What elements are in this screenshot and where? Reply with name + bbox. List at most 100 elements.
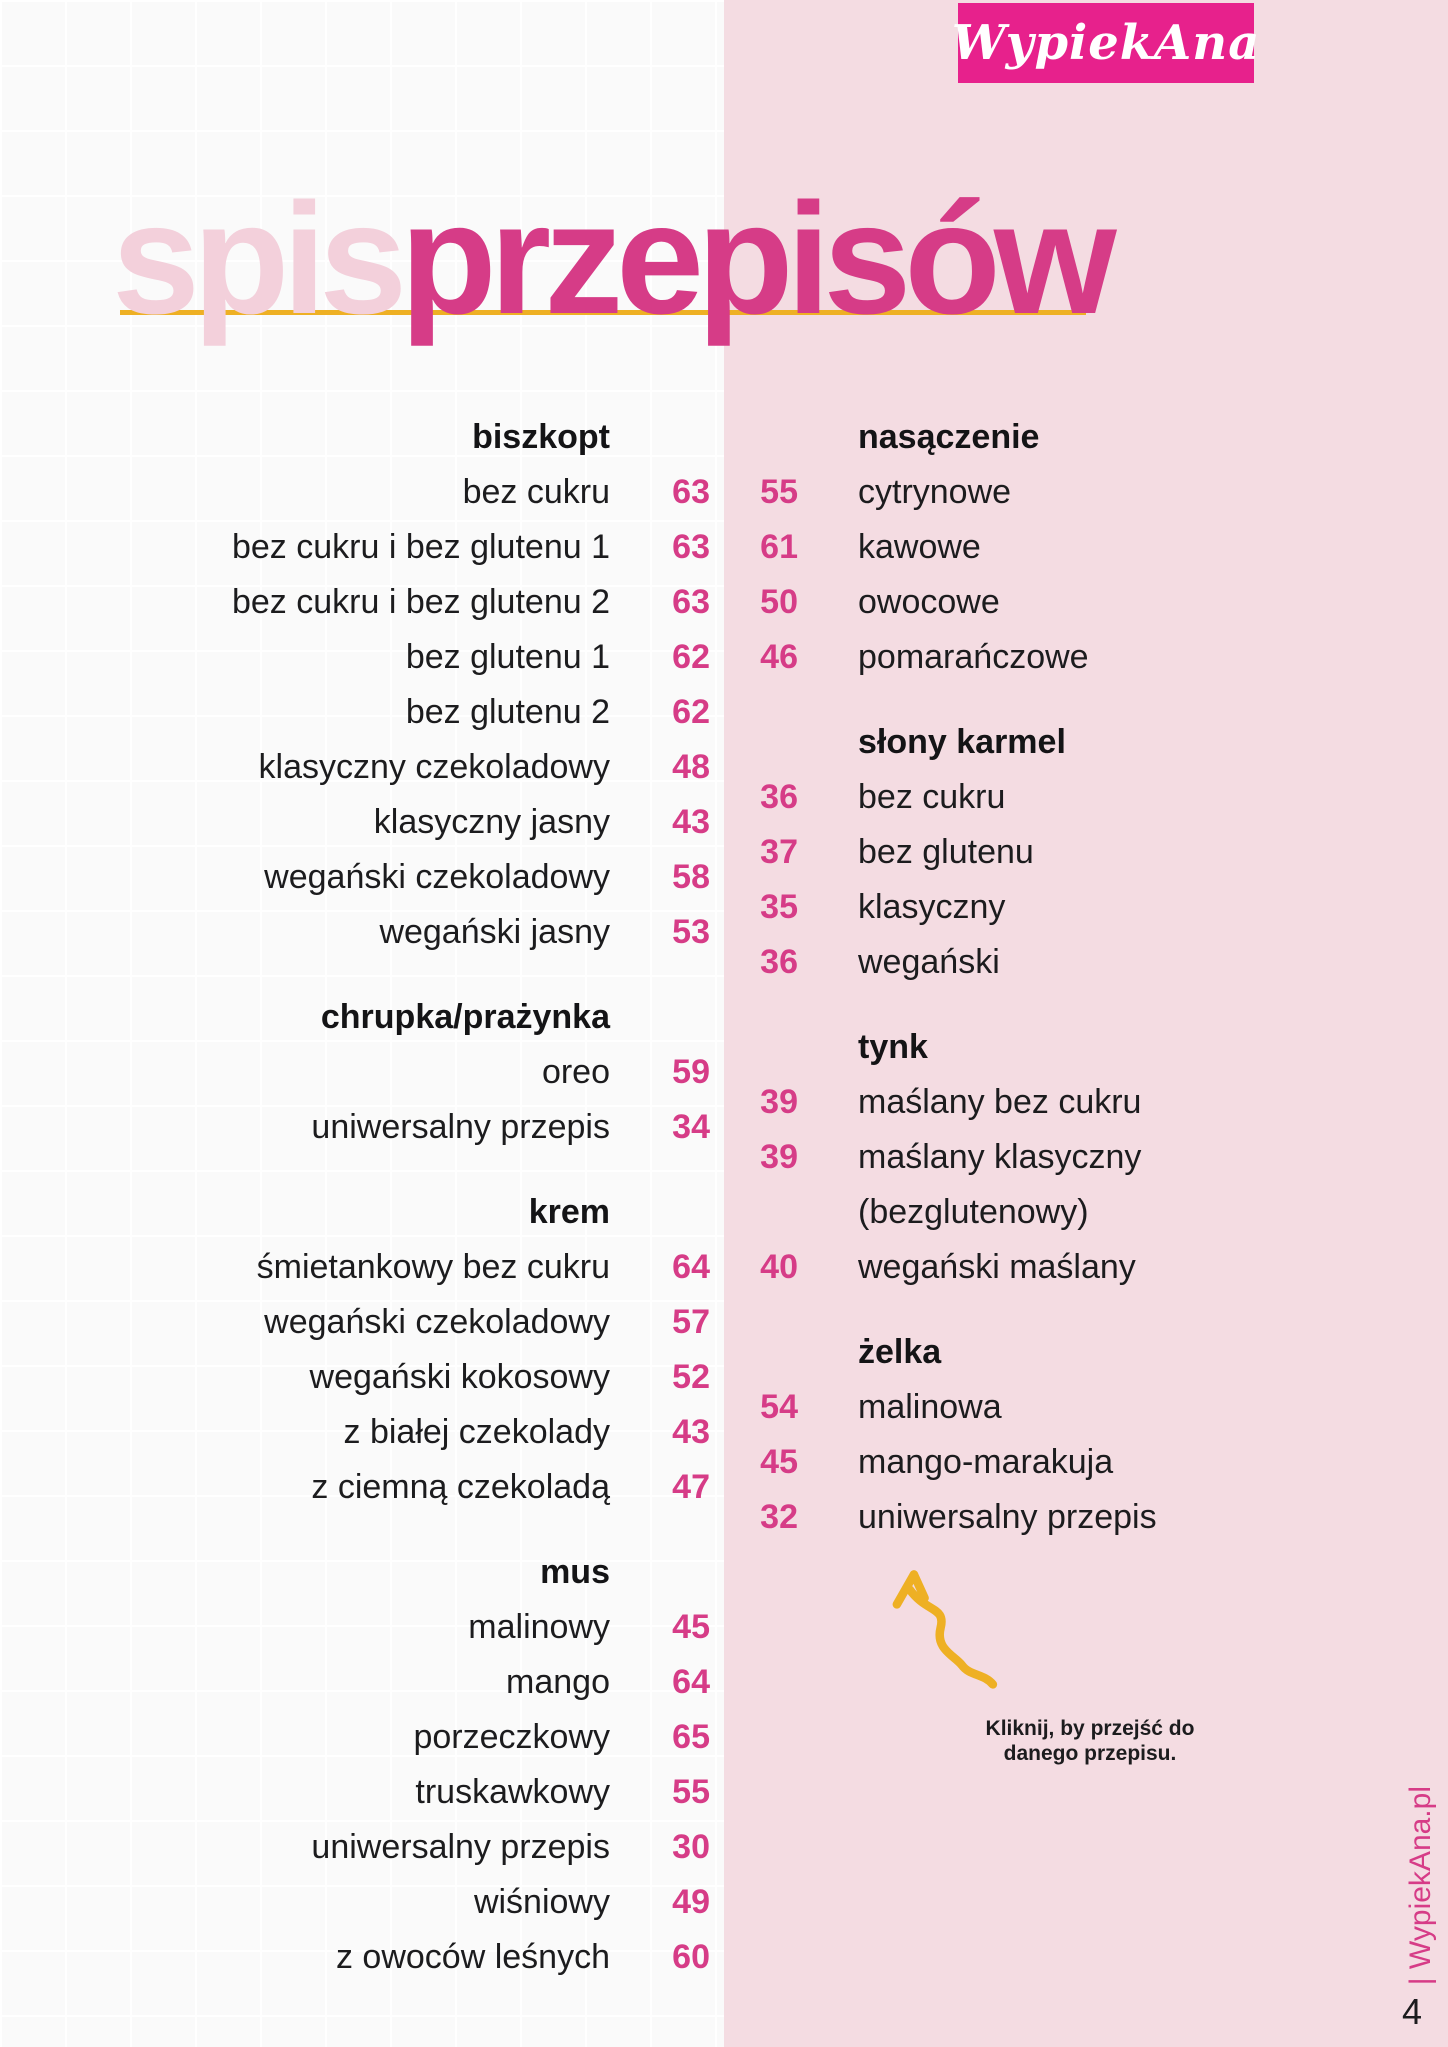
toc-entry-page: 45 (672, 1608, 710, 1646)
toc-entry-row[interactable]: bez glutenu 1 62 (150, 630, 710, 685)
toc-entry-row[interactable]: bez cukru 63 (150, 465, 710, 520)
toc-entry-row[interactable]: porzeczkowy 65 (150, 1710, 710, 1765)
toc-entry-name: wegański (858, 943, 1000, 981)
toc-entry-name: cytrynowe (858, 473, 1012, 511)
toc-entry-row[interactable]: malinowy 45 (150, 1600, 710, 1655)
page-title-light: spis (112, 171, 407, 347)
toc-entry-row[interactable]: z owoców leśnych 60 (150, 1930, 710, 1985)
toc-entry-row[interactable]: 61 kawowe (740, 520, 1230, 575)
toc-entry-name: malinowy (468, 1608, 610, 1646)
toc-entry-row[interactable]: bez cukru i bez glutenu 1 63 (150, 520, 710, 575)
toc-entry-row[interactable]: z białej czekolady 43 (150, 1405, 710, 1460)
toc-entry-row[interactable]: oreo 59 (150, 1045, 710, 1100)
toc-entry-row[interactable]: 54 malinowa (740, 1380, 1230, 1435)
toc-entry-name: uniwersalny przepis (311, 1828, 610, 1866)
toc-entry-row[interactable]: 55 cytrynowe (740, 465, 1230, 520)
page-number: 4 (1401, 1991, 1422, 2032)
toc-entry-name: bez cukru i bez glutenu 1 (231, 528, 610, 566)
toc-entry-name: wegański jasny (379, 913, 610, 951)
toc-entry-page: 63 (672, 473, 710, 511)
toc-entry-page: 40 (760, 1248, 798, 1286)
toc-entry-page: 58 (672, 858, 710, 896)
toc-entry-row[interactable]: 35 klasyczny (740, 880, 1230, 935)
toc-entry-name: wegański czekoladowy (264, 1303, 610, 1341)
toc-entry-row[interactable]: 39 maślany klasyczny (740, 1130, 1230, 1185)
toc-left-column: biszkopt bez cukru 63 bez cukru i bez glute… (150, 410, 710, 1985)
pink-panel (724, 0, 1448, 2047)
toc-entry-page: 63 (672, 528, 710, 566)
toc-entry-name: z owoców leśnych (335, 1938, 610, 1976)
toc-entry-name: bez cukru (462, 473, 610, 511)
toc-entry-page: 30 (672, 1828, 710, 1866)
toc-entry-page: 52 (672, 1358, 710, 1396)
website-link[interactable]: | WypiekAna.pl (1404, 1785, 1437, 1985)
toc-section-title: słony karmel (858, 723, 1066, 761)
toc-entry-row[interactable]: 36 bez cukru (740, 770, 1230, 825)
toc-section: biszkopt bez cukru 63 bez cukru i bez glute… (150, 410, 710, 960)
toc-entry-row[interactable]: bez glutenu 2 62 (150, 685, 710, 740)
toc-entry-page: 53 (672, 913, 710, 951)
toc-entry-row[interactable]: śmietankowy bez cukru 64 (150, 1240, 710, 1295)
toc-entry-row[interactable]: 46 pomarańczowe (740, 630, 1230, 685)
toc-section: słony karmel 36 bez cukru 37 bez glutenu 35 kl… (740, 715, 1230, 990)
toc-section: żelka 54 malinowa 45 mango-marakuja 32 uniwers… (740, 1325, 1230, 1545)
toc-entry-row[interactable]: wiśniowy 49 (150, 1875, 710, 1930)
toc-entry-row[interactable]: 37 bez glutenu (740, 825, 1230, 880)
brand-logo[interactable]: WypiekAna (952, 3, 1259, 83)
toc-entry-page: 62 (672, 638, 710, 676)
toc-entry-row[interactable]: truskawkowy 55 (150, 1765, 710, 1820)
toc-entry-page: 47 (672, 1468, 710, 1506)
toc-entry-name: klasyczny jasny (373, 803, 610, 841)
toc-entry-row[interactable]: bez cukru i bez glutenu 2 63 (150, 575, 710, 630)
toc-entry-name: śmietankowy bez cukru (256, 1248, 610, 1286)
toc-section-title-row: nasączenie (740, 410, 1230, 465)
toc-entry-name: klasyczny czekoladowy (258, 748, 610, 786)
toc-entry-page: 61 (760, 528, 798, 566)
toc-entry-page: 37 (760, 833, 798, 871)
toc-entry-row[interactable]: uniwersalny przepis 34 (150, 1100, 710, 1155)
brand-logo-text: WypiekAna (951, 15, 1261, 71)
toc-entry-page: 64 (672, 1663, 710, 1701)
toc-entry-row[interactable]: klasyczny czekoladowy 48 (150, 740, 710, 795)
toc-entry-row[interactable]: klasyczny jasny 43 (150, 795, 710, 850)
toc-entry-name: owocowe (858, 583, 1000, 621)
toc-entry-page: 50 (760, 583, 798, 621)
toc-entry-name: wegański czekoladowy (264, 858, 610, 896)
toc-entry-page: 49 (672, 1883, 710, 1921)
toc-entry-row[interactable]: wegański czekoladowy 57 (150, 1295, 710, 1350)
toc-entry-row[interactable]: 36 wegański (740, 935, 1230, 990)
toc-entry-row[interactable]: 45 mango-marakuja (740, 1435, 1230, 1490)
toc-entry-page: 55 (672, 1773, 710, 1811)
toc-entry-row[interactable]: uniwersalny przepis 30 (150, 1820, 710, 1875)
toc-entry-row[interactable]: (bezglutenowy) (740, 1185, 1230, 1240)
toc-entry-row[interactable]: wegański czekoladowy 58 (150, 850, 710, 905)
toc-entry-row[interactable]: wegański jasny 53 (150, 905, 710, 960)
toc-entry-row[interactable]: 32 uniwersalny przepis (740, 1490, 1230, 1545)
toc-entry-page: 62 (672, 693, 710, 731)
toc-entry-row[interactable]: 50 owocowe (740, 575, 1230, 630)
toc-section-title-row: tynk (740, 1020, 1230, 1075)
toc-entry-name: bez glutenu 2 (405, 693, 610, 731)
toc-entry-row[interactable]: wegański kokosowy 52 (150, 1350, 710, 1405)
toc-section: tynk 39 maślany bez cukru 39 maślany klasycz… (740, 1020, 1230, 1295)
toc-entry-page: 57 (672, 1303, 710, 1341)
toc-section-title: biszkopt (472, 418, 610, 456)
toc-entry-row[interactable]: z ciemną czekoladą 47 (150, 1460, 710, 1515)
toc-entry-row[interactable]: 39 maślany bez cukru (740, 1075, 1230, 1130)
click-note: Kliknij, by przejść do danego przepisu. (950, 1716, 1230, 1766)
toc-entry-page: 45 (760, 1443, 798, 1481)
toc-entry-name: mango (506, 1663, 610, 1701)
toc-entry-row[interactable]: 40 wegański maślany (740, 1240, 1230, 1295)
toc-entry-page: 54 (760, 1388, 798, 1426)
toc-section-title: nasączenie (858, 418, 1040, 456)
toc-entry-page: 39 (760, 1138, 798, 1176)
toc-entry-page: 65 (672, 1718, 710, 1756)
toc-entry-row[interactable]: mango 64 (150, 1655, 710, 1710)
toc-entry-name: malinowa (858, 1388, 1002, 1426)
toc-entry-name: porzeczkowy (413, 1718, 610, 1756)
toc-entry-page: 32 (760, 1498, 798, 1536)
toc-entry-name: (bezglutenowy) (858, 1193, 1089, 1231)
toc-entry-name: maślany bez cukru (858, 1083, 1142, 1121)
toc-entry-page: 63 (672, 583, 710, 621)
